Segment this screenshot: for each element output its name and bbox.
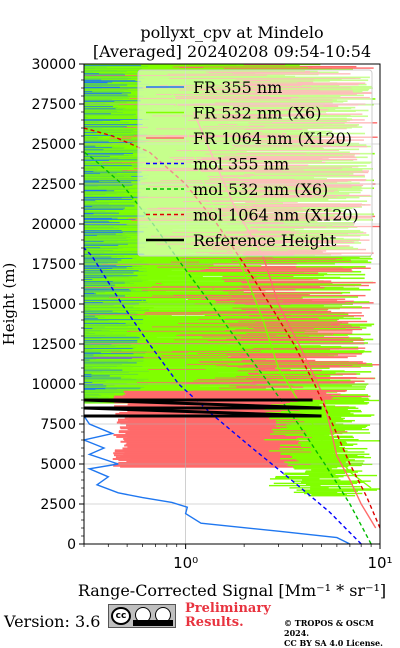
band-fr532 — [303, 400, 379, 401]
chart-subtitle: [Averaged] 20240208 09:54-10:54 — [93, 42, 371, 61]
chart: pollyxt_cpv at Mindelo [Averaged] 202402… — [0, 0, 400, 600]
version-label: Version: 3.6 — [4, 612, 100, 631]
band-fr1064 — [241, 282, 375, 283]
band-fr1064 — [236, 386, 303, 387]
band-fr1064 — [228, 292, 341, 293]
cc-license-badge: cc — [108, 604, 176, 628]
band-fr1064 — [188, 270, 353, 271]
x-tick-label: 10¹ — [367, 554, 392, 572]
y-tick-label: 25000 — [31, 137, 76, 153]
legend-label-fr355: FR 355 nm — [193, 78, 282, 97]
y-tick-label: 10000 — [31, 377, 76, 393]
preliminary-notice: Preliminary Results. — [185, 602, 271, 630]
y-tick-label: 0 — [67, 537, 76, 553]
band-fr1064 — [248, 373, 259, 374]
legend-label-fr532: FR 532 nm (X6) — [193, 104, 321, 123]
legend-label-mol1064: mol 1064 nm (X120) — [193, 206, 359, 225]
y-tick-label: 5000 — [40, 457, 76, 473]
y-tick-label: 7500 — [40, 417, 76, 433]
copyright-line-1: © TROPOS & OSCM 2024. — [284, 618, 400, 638]
legend-label-mol355: mol 355 nm — [193, 155, 289, 174]
band-fr1064 — [255, 368, 275, 369]
y-tick-label: 15000 — [31, 297, 76, 313]
y-tick-label: 12500 — [31, 337, 76, 353]
preliminary-line-1: Preliminary — [185, 602, 271, 616]
x-axis-label: Range-Corrected Signal [Mm⁻¹ * sr⁻¹] — [78, 581, 386, 600]
y-tick-label: 2500 — [40, 497, 76, 513]
y-tick-label: 22500 — [31, 177, 76, 193]
band-fr1064 — [124, 391, 291, 393]
copyright-notice: © TROPOS & OSCM 2024. CC BY SA 4.0 Licen… — [284, 618, 400, 648]
legend-label-fr1064: FR 1064 nm (X120) — [193, 129, 352, 148]
legend-label-ref: Reference Height — [193, 231, 337, 250]
band-fr1064 — [201, 269, 352, 270]
preliminary-line-2: Results. — [185, 616, 271, 630]
license-bar — [133, 620, 173, 626]
legend: FR 355 nm FR 532 nm (X6) FR 1064 nm (X120)… — [138, 70, 372, 256]
y-axis-label: Height (m) — [0, 263, 18, 346]
band-fr1064 — [224, 281, 331, 282]
y-tick-label: 17500 — [31, 257, 76, 273]
y-tick-label: 30000 — [31, 57, 76, 73]
y-tick-label: 20000 — [31, 217, 76, 233]
y-tick-label: 27500 — [31, 97, 76, 113]
x-tick-label: 10⁰ — [173, 554, 198, 572]
cc-icon: cc — [111, 607, 131, 625]
legend-label-mol532: mol 532 nm (X6) — [193, 180, 328, 199]
chart-title: pollyxt_cpv at Mindelo — [140, 23, 323, 42]
